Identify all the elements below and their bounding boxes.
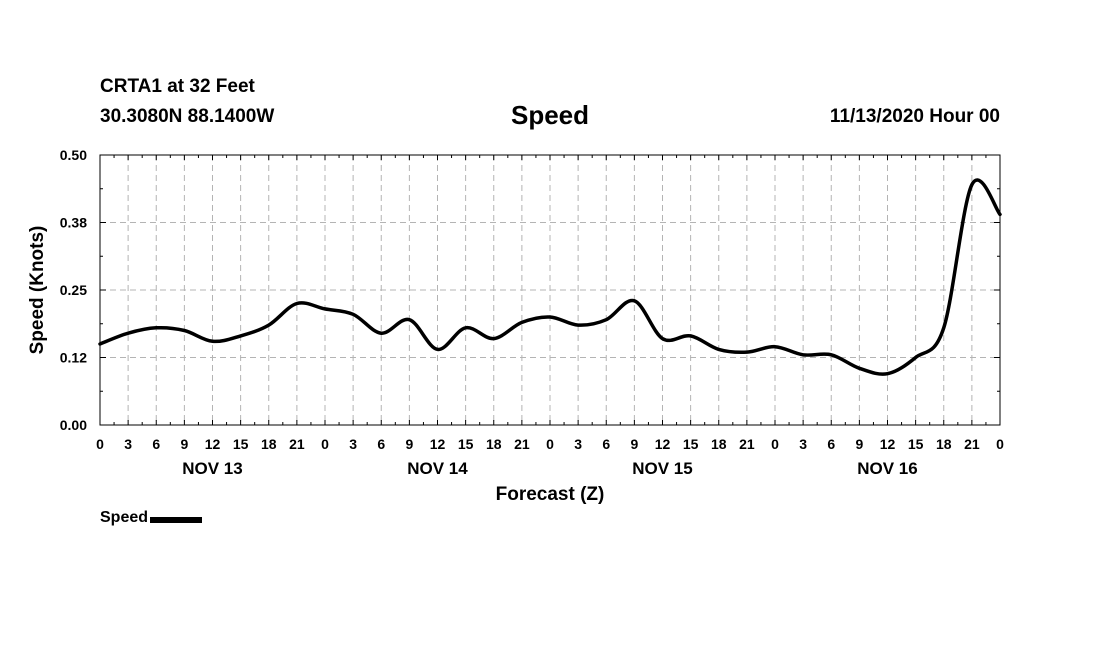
x-tick-label: 12 (430, 436, 446, 452)
x-tick-label: 18 (261, 436, 277, 452)
x-tick-label: 12 (880, 436, 896, 452)
x-tick-label: 15 (908, 436, 924, 452)
x-tick-label: 15 (683, 436, 699, 452)
x-tick-label: 21 (514, 436, 530, 452)
x-tick-label: 9 (405, 436, 413, 452)
grid-layer (100, 155, 1000, 425)
x-tick-label: 15 (233, 436, 249, 452)
x-tick-label: 6 (377, 436, 385, 452)
legend-label: Speed (100, 509, 149, 526)
x-tick-label: 15 (458, 436, 474, 452)
x-tick-label: 18 (936, 436, 952, 452)
x-tick-label: 6 (152, 436, 160, 452)
x-tick-label: 21 (289, 436, 305, 452)
x-tick-label: 18 (486, 436, 502, 452)
x-tick-label: 3 (799, 436, 807, 452)
x-tick-label: 6 (602, 436, 610, 452)
series-layer (98, 178, 1002, 376)
x-tick-label: 0 (321, 436, 329, 452)
x-tick-label: 3 (574, 436, 582, 452)
x-tick-label: 6 (827, 436, 835, 452)
day-label: NOV 15 (632, 459, 692, 478)
ticks-layer: 0 3 6 9 12 15 18 21 0 3 6 9 12 15 18 21 0 3 6 9 12 15 18 21 0 3 6 9… (60, 147, 1004, 478)
x-tick-label: 21 (739, 436, 755, 452)
y-tick-label: 0.00 (60, 417, 87, 433)
x-tick-label: 12 (655, 436, 671, 452)
x-tick-label: 9 (180, 436, 188, 452)
x-tick-label: 0 (96, 436, 104, 452)
x-tick-label: 0 (546, 436, 554, 452)
legend: Speed (100, 509, 203, 527)
day-label: NOV 13 (182, 459, 242, 478)
day-label: NOV 16 (857, 459, 917, 478)
x-axis-label: Forecast (Z) (496, 484, 605, 505)
x-tick-label: 12 (205, 436, 221, 452)
x-tick-label: 21 (964, 436, 980, 452)
coordinates-label: 30.3080N 88.1400W (100, 106, 275, 127)
x-tick-label: 18 (711, 436, 727, 452)
x-tick-label: 0 (996, 436, 1004, 452)
y-tick-label: 0.25 (60, 282, 87, 298)
station-label: CRTA1 at 32 Feet (100, 76, 255, 97)
chart-title: Speed (510, 100, 590, 130)
y-axis-label: Speed (Knots) (27, 226, 48, 355)
x-tick-label: 9 (630, 436, 638, 452)
y-tick-label: 0.38 (60, 215, 87, 231)
x-tick-label: 9 (855, 436, 863, 452)
forecast-date-label: 11/13/2020 Hour 00 (829, 106, 1000, 127)
y-tick-label: 0.12 (60, 350, 87, 366)
day-label: NOV 14 (407, 459, 468, 478)
legend-swatch (150, 516, 203, 523)
y-tick-label: 0.50 (60, 147, 87, 163)
x-tick-label: 3 (349, 436, 357, 452)
x-tick-label: 0 (771, 436, 779, 452)
x-tick-label: 3 (124, 436, 132, 452)
series-line-speed (98, 178, 1002, 376)
